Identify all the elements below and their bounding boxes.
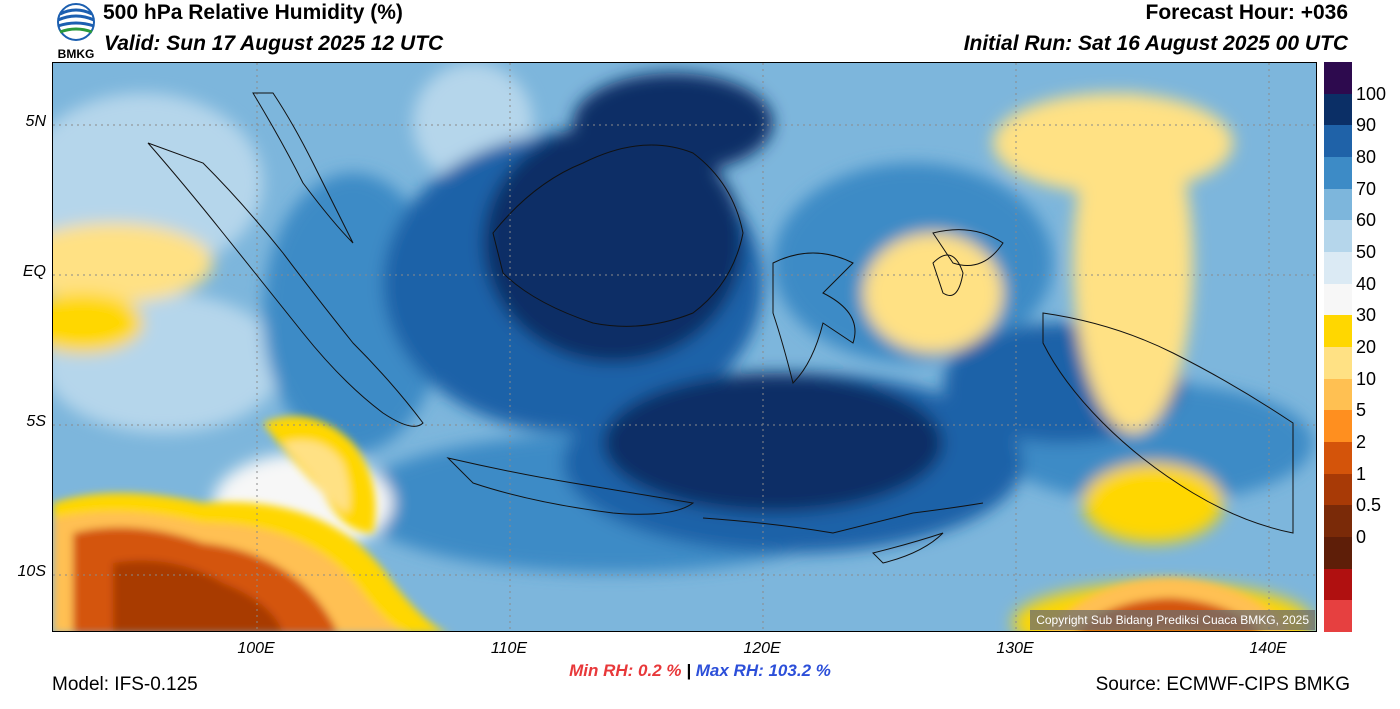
valid-time: Valid: Sun 17 August 2025 12 UTC bbox=[104, 32, 444, 55]
source-label: Source: ECMWF-CIPS BMKG bbox=[1095, 674, 1350, 695]
colorbar-segment bbox=[1324, 537, 1352, 570]
colorbar-segment bbox=[1324, 473, 1352, 506]
colorbar-label: 0.5 bbox=[1356, 495, 1382, 516]
lon-label-130e: 130E bbox=[996, 640, 1034, 657]
lon-label-140e: 140E bbox=[1249, 640, 1287, 657]
humidity-map: Copyright Sub Bidang Prediksi Cuaca BMKG… bbox=[52, 62, 1317, 632]
humidity-region bbox=[53, 223, 213, 303]
colorbar-label: 20 bbox=[1356, 337, 1377, 357]
dry-plume bbox=[283, 440, 350, 513]
colorbar-segment bbox=[1324, 442, 1352, 475]
humidity-region bbox=[603, 373, 943, 513]
humidity-region bbox=[1073, 93, 1193, 433]
min-rh: Min RH: 0.2 % bbox=[569, 661, 682, 680]
colorbar-segment bbox=[1324, 157, 1352, 190]
colorbar-segment bbox=[1324, 600, 1352, 633]
model-label: Model: IFS-0.125 bbox=[52, 674, 198, 695]
coastline-malay-peninsula bbox=[252, 92, 354, 244]
coastline-new-guinea bbox=[1042, 312, 1294, 534]
copyright-notice: Copyright Sub Bidang Prediksi Cuaca BMKG… bbox=[1030, 610, 1315, 630]
colorbar-segment bbox=[1324, 505, 1352, 538]
colorbar-label: 100 bbox=[1356, 83, 1387, 104]
coastline-sulawesi bbox=[772, 252, 856, 384]
colorbar-segment bbox=[1324, 62, 1352, 95]
lat-label-eq: EQ bbox=[22, 263, 46, 280]
coastline-mindanao bbox=[932, 229, 1004, 266]
coastline-halmahera bbox=[932, 254, 964, 296]
colorbar-label: 60 bbox=[1356, 210, 1377, 231]
lat-label-10s: 10S bbox=[17, 563, 46, 580]
humidity-region bbox=[1083, 463, 1223, 543]
humidity-region bbox=[483, 123, 743, 363]
rh-stats: Min RH: 0.2 % | Max RH: 103.2 % bbox=[0, 661, 1400, 681]
humidity-region bbox=[53, 293, 143, 353]
colorbar-label: 0 bbox=[1356, 527, 1367, 547]
coastline-java bbox=[446, 457, 695, 515]
colorbar-label: 10 bbox=[1356, 368, 1377, 389]
forecast-hour: Forecast Hour: +036 bbox=[1145, 1, 1349, 24]
colorbar-label: 80 bbox=[1356, 147, 1377, 167]
colorbar-label: 50 bbox=[1356, 242, 1377, 262]
lon-label-110e: 110E bbox=[490, 640, 528, 657]
colorbar-segment bbox=[1324, 220, 1352, 253]
lat-label-5n: 5N bbox=[25, 113, 46, 130]
colorbar-segment bbox=[1324, 252, 1352, 285]
colorbar-label: 90 bbox=[1356, 115, 1377, 136]
colorbar-segment bbox=[1324, 378, 1352, 411]
colorbar-segment bbox=[1324, 315, 1352, 348]
coastline-borneo bbox=[492, 144, 744, 327]
bmkg-logo: BMKG bbox=[52, 2, 100, 61]
dry-plume bbox=[113, 560, 283, 631]
colorbar-segment bbox=[1324, 283, 1352, 316]
colorbar-segment bbox=[1324, 568, 1352, 601]
colorbar-label: 2 bbox=[1356, 432, 1367, 452]
initial-run: Initial Run: Sat 16 August 2025 00 UTC bbox=[963, 32, 1348, 55]
colorbar-label: 30 bbox=[1356, 305, 1377, 326]
svg-text:BMKG: BMKG bbox=[58, 47, 95, 60]
coastline-lesser-sunda bbox=[702, 502, 984, 534]
max-rh: Max RH: 103.2 % bbox=[695, 661, 831, 680]
colorbar-label: 70 bbox=[1356, 178, 1377, 199]
colorbar-segment bbox=[1324, 188, 1352, 221]
colorbar bbox=[1324, 62, 1352, 633]
colorbar-segment bbox=[1324, 410, 1352, 443]
coastline-sumatra bbox=[147, 142, 424, 427]
colorbar-segment bbox=[1324, 347, 1352, 380]
colorbar-label: 5 bbox=[1356, 400, 1367, 421]
lon-label-100e: 100E bbox=[237, 640, 275, 657]
colorbar-label: 1 bbox=[1356, 463, 1367, 484]
page-title: 500 hPa Relative Humidity (%) bbox=[103, 1, 403, 24]
colorbar-label: 40 bbox=[1356, 273, 1377, 294]
lat-label-5s: 5S bbox=[26, 413, 46, 430]
colorbar-segment bbox=[1324, 93, 1352, 126]
lon-label-120e: 120E bbox=[743, 640, 781, 657]
coastline-timor bbox=[872, 532, 944, 564]
stats-separator: | bbox=[686, 661, 692, 680]
humidity-region bbox=[863, 233, 1003, 353]
humidity-region bbox=[573, 73, 773, 173]
colorbar-segment bbox=[1324, 125, 1352, 158]
